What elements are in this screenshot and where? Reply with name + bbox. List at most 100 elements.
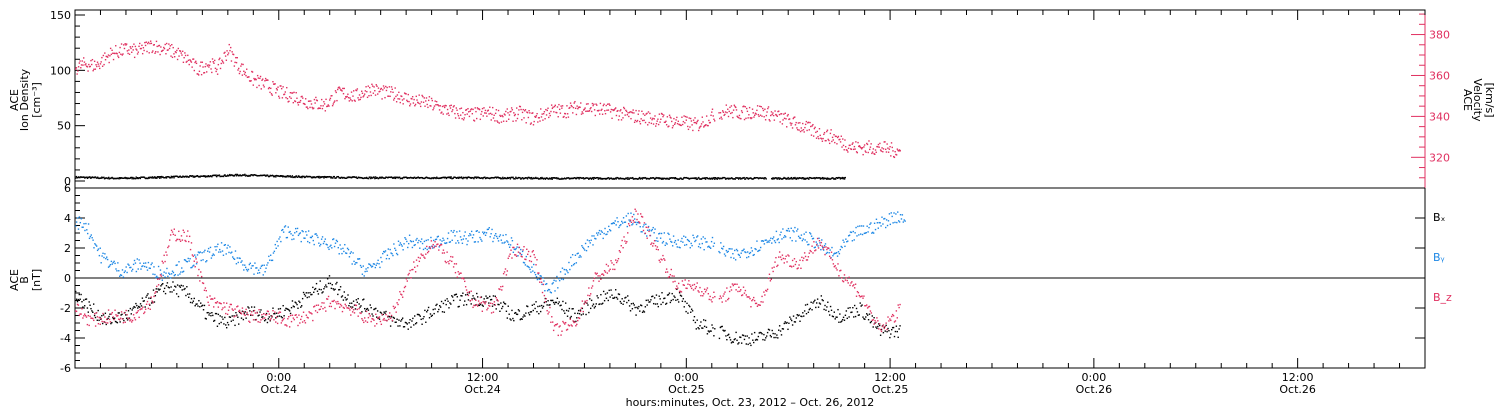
velocity-point — [415, 95, 417, 98]
velocity-point — [685, 119, 687, 121]
b-z-point — [197, 274, 199, 277]
velocity-point — [525, 122, 527, 124]
velocity-point — [298, 101, 300, 103]
b-z-point — [343, 307, 346, 309]
b-z-point — [208, 304, 210, 306]
b-y-point — [397, 240, 400, 242]
velocity-point — [729, 106, 731, 109]
velocity-point — [771, 113, 773, 116]
b-y-point — [675, 243, 678, 245]
velocity-point — [264, 80, 266, 82]
b-x-point — [756, 339, 759, 341]
b-y-point — [571, 265, 573, 267]
b-x-point — [141, 297, 144, 299]
b-z-point — [615, 259, 617, 261]
b-x-point — [667, 293, 670, 296]
b-y-point — [845, 238, 847, 240]
b-x-point — [459, 299, 461, 301]
b-z-point — [450, 255, 452, 258]
b-y-point — [511, 239, 514, 242]
b-z-point — [665, 271, 667, 273]
b-y-point — [186, 261, 189, 263]
b-y-point — [566, 270, 568, 272]
density-point — [196, 174, 199, 177]
b-x-point — [691, 310, 694, 312]
velocity-point — [869, 146, 872, 148]
velocity-point — [815, 137, 818, 139]
b-x-point — [822, 299, 824, 302]
density-point — [792, 178, 794, 180]
b-z-point — [484, 303, 486, 305]
b-x-point — [853, 304, 856, 307]
b-x-point — [187, 293, 189, 295]
b-x-point — [248, 307, 250, 309]
b-y-point — [831, 246, 833, 249]
velocity-point — [194, 61, 196, 64]
density-point — [484, 176, 486, 178]
b-y-point — [338, 253, 340, 255]
b-x-point — [171, 291, 173, 293]
density-point — [450, 176, 452, 178]
b-x-point — [298, 300, 300, 302]
b-x-point — [222, 318, 224, 320]
b-x-point — [234, 324, 236, 327]
b-x-point — [877, 325, 879, 328]
b-x-point — [411, 320, 413, 322]
b-y-point — [351, 263, 353, 265]
density-point — [341, 176, 343, 179]
b-y-point — [633, 213, 635, 216]
velocity-point — [559, 112, 562, 114]
velocity-point — [250, 80, 252, 82]
b-y-point — [751, 250, 754, 252]
velocity-point — [544, 118, 546, 120]
b-y-point — [654, 228, 656, 230]
velocity-point — [342, 87, 344, 90]
b-x-point — [408, 322, 410, 324]
velocity-point — [852, 142, 854, 144]
b-y-point — [385, 257, 388, 260]
b-z-point — [126, 314, 128, 316]
velocity-point — [613, 109, 615, 111]
density-point — [694, 177, 697, 180]
b-y-point — [900, 218, 903, 220]
b-x-point — [492, 295, 495, 297]
b-x-point — [575, 320, 577, 323]
b-y-point — [711, 236, 714, 239]
b-x-point — [821, 299, 823, 301]
b-x-point — [561, 308, 563, 311]
b-y-point — [422, 248, 425, 251]
b-x-point — [315, 282, 318, 285]
b-z-point — [690, 285, 692, 288]
b-z-point — [526, 248, 528, 251]
b-y-point — [898, 221, 901, 223]
b-y-point — [240, 261, 242, 263]
b-y-point — [153, 266, 155, 268]
b-x-point — [289, 312, 292, 315]
velocity-point — [893, 155, 895, 158]
b-x-point — [721, 325, 723, 328]
b-x-point — [219, 315, 221, 317]
velocity-point — [540, 116, 543, 118]
b-z-point — [211, 298, 213, 300]
b-y-point — [194, 254, 196, 256]
b-y-point — [700, 238, 703, 240]
b-z-point — [677, 287, 679, 289]
density-point — [832, 177, 834, 179]
b-z-point — [455, 263, 458, 265]
b-y-point — [294, 227, 297, 230]
velocity-point — [562, 116, 565, 118]
b-x-point — [410, 326, 412, 328]
b-y-point — [191, 266, 193, 269]
velocity-point — [472, 108, 474, 111]
b-z-point — [267, 310, 270, 313]
density-point — [819, 177, 821, 179]
velocity-point — [492, 106, 494, 109]
b-y-point — [468, 235, 470, 237]
b-y-point — [396, 253, 399, 256]
bottom-tick-label: -2 — [60, 302, 71, 315]
b-y-point — [826, 251, 829, 254]
b-y-point — [193, 264, 195, 267]
b-y-point — [458, 230, 461, 232]
velocity-point — [660, 112, 663, 115]
density-point — [150, 176, 153, 178]
